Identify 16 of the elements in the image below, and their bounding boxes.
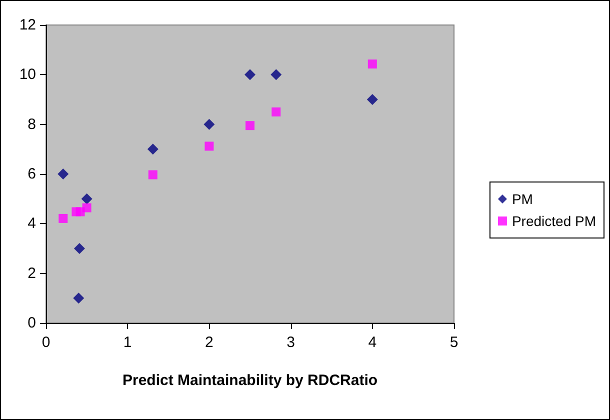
x-tick-label: 4 (368, 334, 377, 351)
y-tick-label: 2 (28, 264, 36, 282)
x-tick-label: 2 (205, 334, 214, 351)
legend-label: Predicted PM (512, 213, 596, 229)
legend-label: PM (512, 191, 533, 207)
y-tick-label: 0 (28, 314, 36, 332)
x-axis-title: Predict Maintainability by RDCRatio (122, 372, 378, 389)
y-tick-label: 6 (28, 166, 36, 182)
x-tick-label: 0 (42, 334, 50, 351)
y-tick-label: 4 (28, 215, 36, 232)
x-tick-label: 1 (123, 334, 132, 351)
y-tick-label: 10 (19, 66, 36, 84)
x-tick-label: 3 (286, 334, 295, 351)
x-tick-label: 5 (450, 334, 458, 351)
y-tick-label: 8 (28, 116, 36, 133)
y-tick-label: 12 (19, 16, 36, 34)
